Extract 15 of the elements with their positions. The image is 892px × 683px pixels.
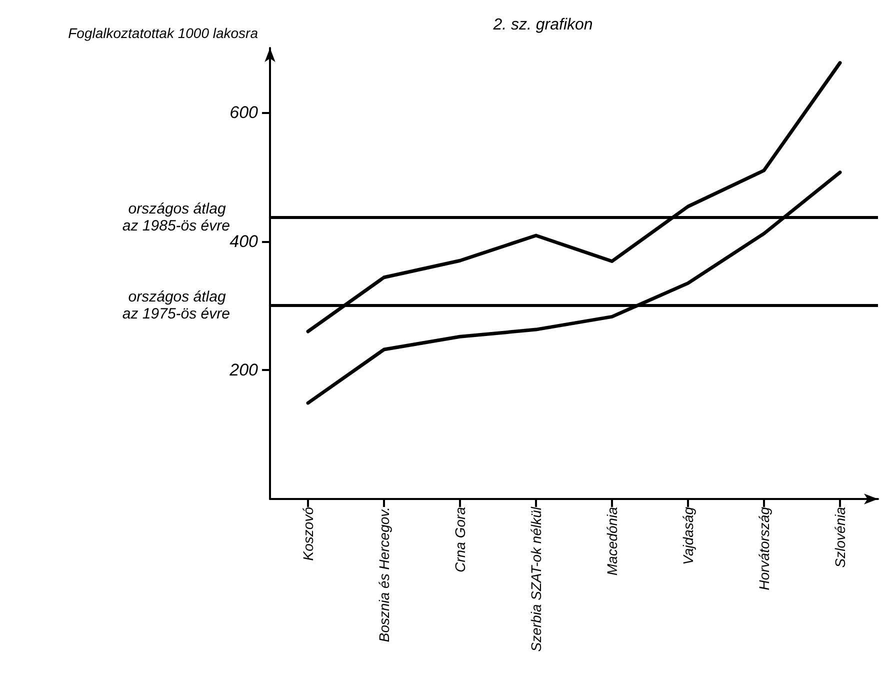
y-tick-label: 200	[228, 360, 259, 380]
y-axis-title: Foglalkoztatottak 1000 lakosra	[68, 25, 258, 41]
x-tick-label: Horvátország	[756, 506, 772, 590]
x-tick-label: Szerbia SZAT-ok nélkül	[528, 506, 544, 652]
x-tick-label: Bosznia és Hercegov.	[376, 507, 392, 642]
x-tick-label: Szlovénia	[832, 506, 848, 568]
x-tick-label: Vajdaság	[680, 506, 696, 565]
ref-line-label: országos átlag az 1985-ös évre	[122, 200, 230, 234]
x-tick-label: Crna Gora	[452, 506, 468, 572]
x-tick-label: Koszovó	[300, 506, 316, 561]
chart-title: 2. sz. grafikon	[492, 16, 593, 34]
y-tick-label: 400	[230, 232, 259, 251]
x-tick-label: Macedónia	[604, 506, 620, 576]
ref-line-label: országos átlag az 1975-ös évre	[122, 288, 230, 323]
y-tick-label: 600	[230, 102, 259, 122]
